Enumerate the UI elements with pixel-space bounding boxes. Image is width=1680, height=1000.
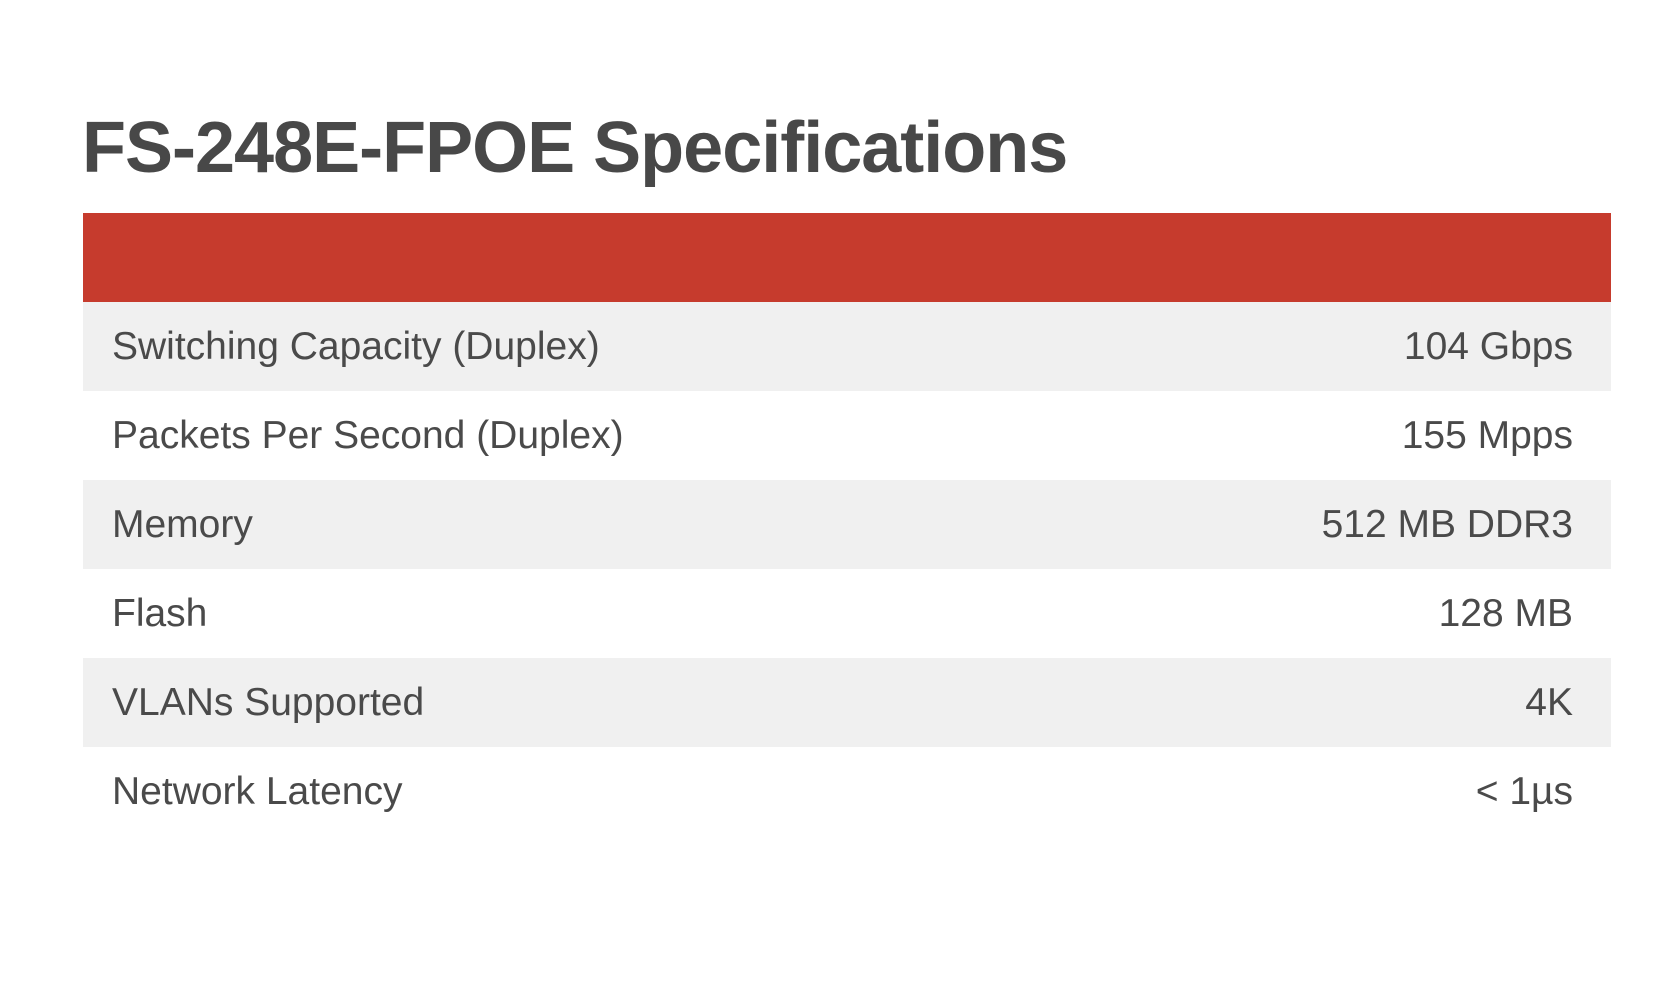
spec-value: 104 Gbps xyxy=(1403,324,1573,368)
table-row: Network Latency < 1µs xyxy=(83,747,1611,836)
spec-label: Network Latency xyxy=(112,769,403,813)
spec-label: VLANs Supported xyxy=(112,680,425,724)
spec-label: Flash xyxy=(112,591,208,635)
spec-value: 4K xyxy=(1525,680,1573,724)
spec-label: Switching Capacity (Duplex) xyxy=(112,324,600,368)
page-title: FS-248E-FPOE Specifications xyxy=(82,108,1068,188)
table-row: Memory 512 MB DDR3 xyxy=(83,480,1611,569)
spec-label: Memory xyxy=(112,502,253,546)
table-row: VLANs Supported 4K xyxy=(83,658,1611,747)
spec-value: 512 MB DDR3 xyxy=(1321,502,1573,546)
table-row: Packets Per Second (Duplex) 155 Mpps xyxy=(83,391,1611,480)
spec-value: < 1µs xyxy=(1475,769,1573,813)
table-row: Switching Capacity (Duplex) 104 Gbps xyxy=(83,302,1611,391)
table-header-bar xyxy=(83,213,1611,302)
table-row: Flash 128 MB xyxy=(83,569,1611,658)
spec-value: 128 MB xyxy=(1438,591,1573,635)
spec-value: 155 Mpps xyxy=(1401,413,1573,457)
spec-label: Packets Per Second (Duplex) xyxy=(112,413,624,457)
specifications-table: Switching Capacity (Duplex) 104 Gbps Pack… xyxy=(83,213,1611,836)
table-body: Switching Capacity (Duplex) 104 Gbps Pack… xyxy=(83,302,1611,836)
